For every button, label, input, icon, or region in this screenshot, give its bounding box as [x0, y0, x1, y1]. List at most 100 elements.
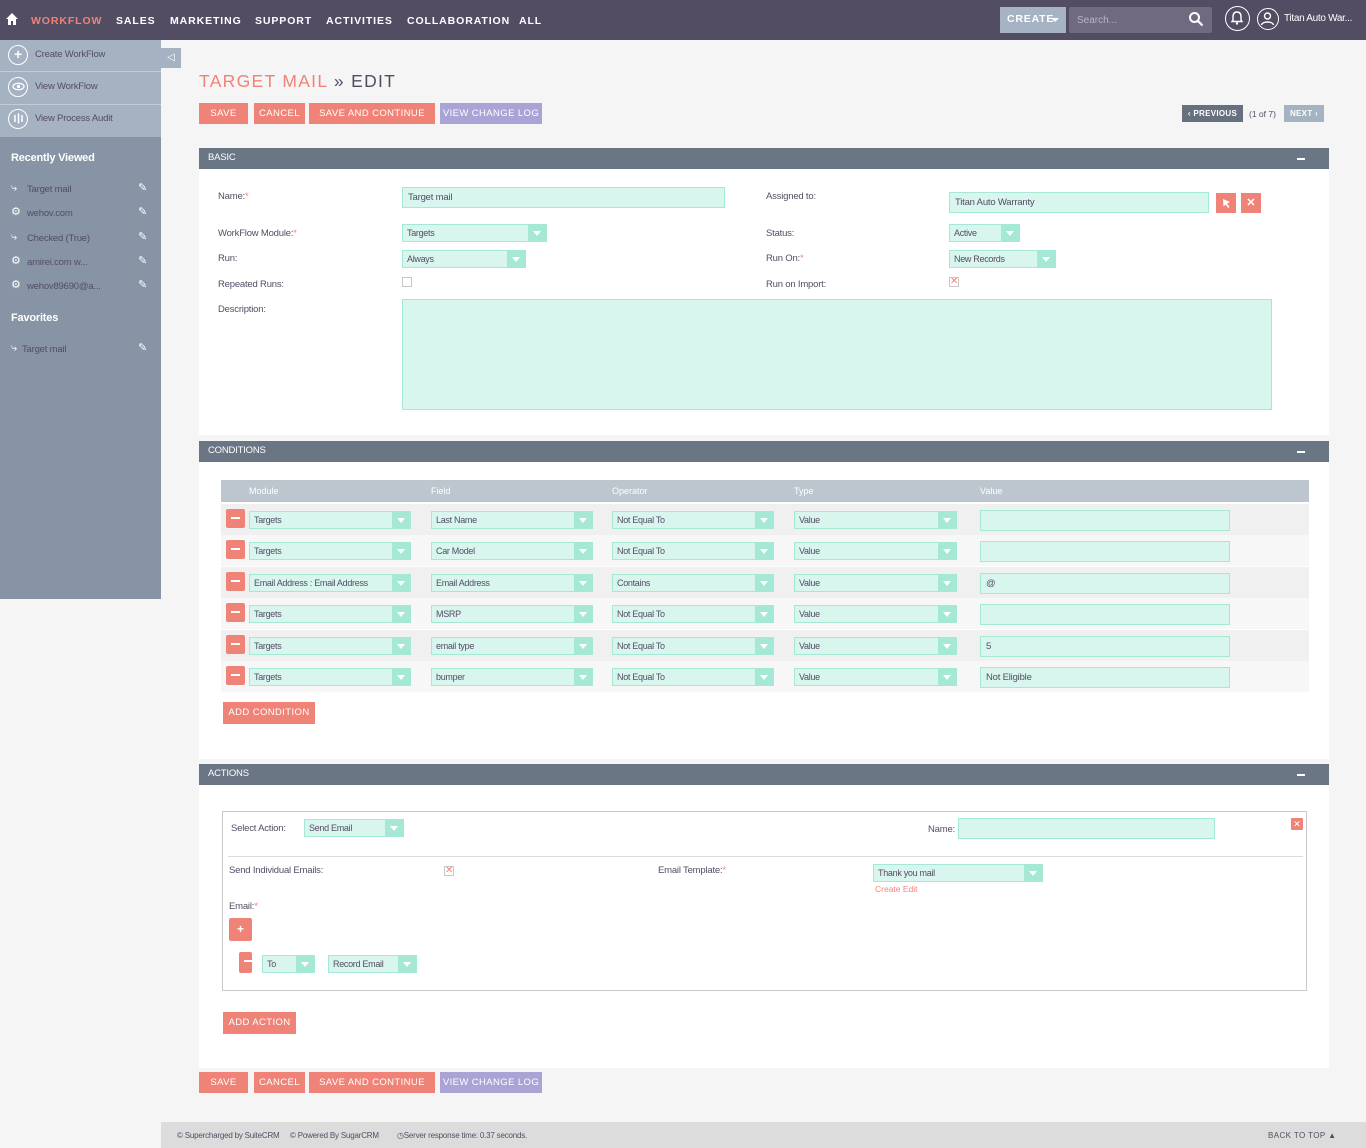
nav-support[interactable]: SUPPORT — [255, 15, 313, 27]
email-to-select[interactable]: To — [262, 955, 315, 973]
view-change-log-button[interactable]: VIEW CHANGE LOG — [440, 103, 542, 124]
pencil-icon[interactable]: ✎ — [138, 255, 147, 267]
back-to-top-link[interactable]: BACK TO TOP ▲ — [1268, 1131, 1336, 1140]
collapse-minus-icon[interactable] — [1297, 158, 1305, 160]
description-textarea[interactable] — [402, 299, 1272, 410]
pencil-icon[interactable]: ✎ — [138, 182, 147, 194]
remove-condition-button[interactable] — [226, 509, 245, 528]
select-action-select[interactable]: Send Email — [304, 819, 404, 837]
save-and-continue-button-bottom[interactable]: SAVE AND CONTINUE — [309, 1072, 435, 1093]
cancel-button[interactable]: CANCEL — [254, 103, 305, 124]
condition-value-field[interactable]: @ — [980, 573, 1230, 594]
condition-field-select[interactable]: Last Name — [431, 511, 593, 529]
condition-module-select[interactable]: Targets — [249, 605, 411, 623]
condition-type-select[interactable]: Value — [794, 511, 957, 529]
workflow-module-select[interactable]: Targets — [402, 224, 547, 242]
collapse-minus-icon[interactable] — [1297, 451, 1305, 453]
condition-value-field[interactable] — [980, 604, 1230, 625]
nav-workflow[interactable]: WORKFLOW — [31, 15, 103, 27]
sidebar-action-view-process-audit[interactable]: View Process Audit — [0, 104, 161, 136]
condition-field-select[interactable]: Email Address — [431, 574, 593, 592]
save-and-continue-button[interactable]: SAVE AND CONTINUE — [309, 103, 435, 124]
add-condition-button[interactable]: ADD CONDITION — [223, 702, 315, 724]
pencil-icon[interactable]: ✎ — [138, 231, 147, 243]
condition-field-select[interactable]: MSRP — [431, 605, 593, 623]
condition-module-select[interactable]: Targets — [249, 668, 411, 686]
next-button[interactable]: NEXT › — [1284, 105, 1324, 122]
nav-activities[interactable]: ACTIVITIES — [326, 15, 393, 27]
condition-value-field[interactable]: 5 — [980, 636, 1230, 657]
recent-item[interactable]: ⚙ wehov89690@a... ✎ — [0, 277, 161, 297]
favorite-item[interactable]: ⤷ Target mail ✎ — [0, 340, 161, 360]
condition-operator-select[interactable]: Not Equal To — [612, 637, 774, 655]
sidebar-action-view-workflow[interactable]: View WorkFlow — [0, 72, 161, 104]
nav-marketing[interactable]: MARKETING — [170, 15, 242, 27]
run-on-import-checkbox[interactable]: ✕ — [949, 276, 959, 287]
action-name-field[interactable] — [958, 818, 1215, 839]
recent-item[interactable]: ⚙ amirei.com w... ✎ — [0, 253, 161, 273]
add-action-button[interactable]: ADD ACTION — [223, 1012, 296, 1034]
condition-type-select[interactable]: Value — [794, 668, 957, 686]
search-input[interactable] — [1069, 7, 1184, 33]
condition-value-field[interactable] — [980, 510, 1230, 531]
condition-type-select[interactable]: Value — [794, 605, 957, 623]
save-button[interactable]: SAVE — [199, 103, 248, 124]
user-avatar-icon[interactable] — [1257, 8, 1279, 30]
name-field[interactable]: Target mail — [402, 187, 725, 208]
save-button-bottom[interactable]: SAVE — [199, 1072, 248, 1093]
nav-collaboration[interactable]: COLLABORATION — [407, 15, 511, 27]
nav-all[interactable]: ALL — [519, 15, 543, 27]
condition-value-field[interactable] — [980, 541, 1230, 562]
nav-sales[interactable]: SALES — [116, 15, 156, 27]
condition-operator-select[interactable]: Not Equal To — [612, 668, 774, 686]
sidebar-collapse-icon[interactable]: ◁ — [161, 48, 181, 68]
condition-operator-select[interactable]: Not Equal To — [612, 605, 774, 623]
select-user-button[interactable] — [1216, 193, 1236, 213]
remove-condition-button[interactable] — [226, 635, 245, 654]
recent-item[interactable]: ⤷ Checked (True) ✎ — [0, 229, 161, 249]
condition-type-select[interactable]: Value — [794, 637, 957, 655]
recent-item[interactable]: ⤷ Target mail ✎ — [0, 180, 161, 200]
user-menu[interactable]: Titan Auto War... — [1284, 13, 1353, 24]
create-edit-template-links[interactable]: Create Edit — [875, 884, 918, 894]
search-icon[interactable] — [1188, 11, 1204, 27]
condition-type-select[interactable]: Value — [794, 542, 957, 560]
footer-sugarcrm-link[interactable]: © Powered By SugarCRM — [290, 1131, 379, 1140]
email-source-select[interactable]: Record Email — [328, 955, 417, 973]
collapse-minus-icon[interactable] — [1297, 774, 1305, 776]
email-template-select[interactable]: Thank you mail — [873, 864, 1043, 882]
remove-action-button[interactable]: ✕ — [1291, 818, 1303, 830]
sidebar-action-create-workflow[interactable]: + Create WorkFlow — [0, 40, 161, 72]
repeated-runs-checkbox[interactable] — [402, 277, 412, 287]
cancel-button-bottom[interactable]: CANCEL — [254, 1072, 305, 1093]
basic-panel-header[interactable]: BASIC — [199, 148, 1329, 169]
create-button[interactable]: CREATE — [1000, 7, 1066, 33]
footer-suitecrm-link[interactable]: © Supercharged by SuiteCRM — [177, 1131, 280, 1140]
condition-module-select[interactable]: Targets — [249, 511, 411, 529]
actions-panel-header[interactable]: ACTIONS — [199, 764, 1329, 785]
view-change-log-button-bottom[interactable]: VIEW CHANGE LOG — [440, 1072, 542, 1093]
remove-condition-button[interactable] — [226, 666, 245, 685]
pencil-icon[interactable]: ✎ — [138, 206, 147, 218]
pencil-icon[interactable]: ✎ — [138, 279, 147, 291]
notification-bell-icon[interactable] — [1225, 6, 1250, 31]
remove-email-button[interactable] — [239, 952, 253, 973]
condition-field-select[interactable]: bumper — [431, 668, 593, 686]
previous-button[interactable]: ‹ PREVIOUS — [1182, 105, 1243, 122]
condition-operator-select[interactable]: Not Equal To — [612, 511, 774, 529]
add-email-button[interactable]: + — [229, 918, 252, 941]
condition-module-select[interactable]: Targets — [249, 542, 411, 560]
home-icon[interactable] — [5, 12, 19, 26]
clear-user-button[interactable]: ✕ — [1241, 193, 1261, 213]
assigned-to-field[interactable]: Titan Auto Warranty — [949, 192, 1209, 213]
condition-operator-select[interactable]: Contains — [612, 574, 774, 592]
condition-operator-select[interactable]: Not Equal To — [612, 542, 774, 560]
pencil-icon[interactable]: ✎ — [138, 342, 147, 354]
remove-condition-button[interactable] — [226, 540, 245, 559]
run-on-select[interactable]: New Records — [949, 250, 1056, 268]
condition-value-field[interactable]: Not Eligible — [980, 667, 1230, 688]
recent-item[interactable]: ⚙ wehov.com ✎ — [0, 204, 161, 224]
remove-condition-button[interactable] — [226, 603, 245, 622]
run-select[interactable]: Always — [402, 250, 526, 268]
status-select[interactable]: Active — [949, 224, 1020, 242]
